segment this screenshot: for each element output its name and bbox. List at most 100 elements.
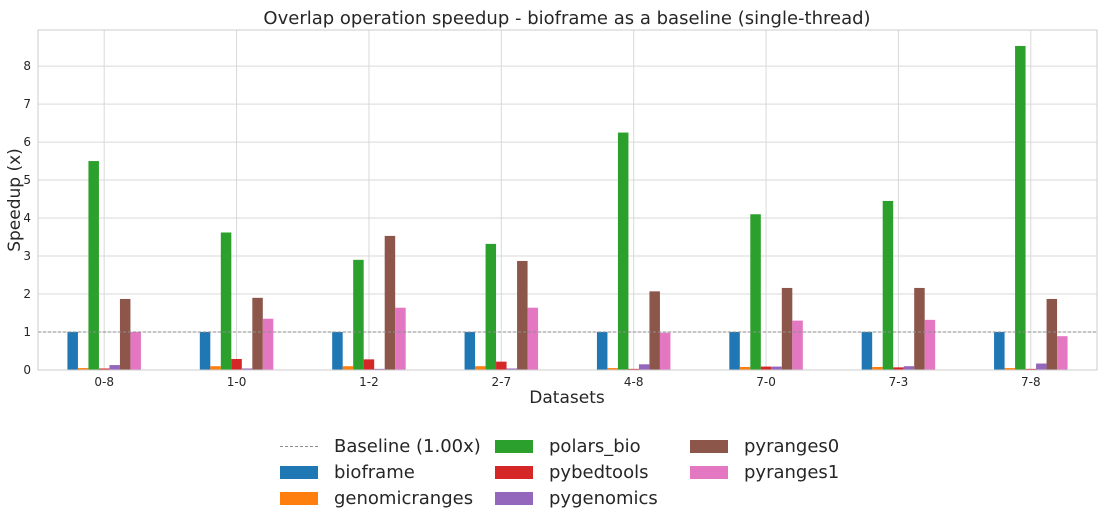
y-tick-label: 3: [23, 249, 31, 263]
bar-pygenomics-1-0: [241, 368, 253, 370]
legend-item-pygenomics: pygenomics: [495, 486, 690, 510]
legend-item-baseline: Baseline (1.00x): [280, 434, 495, 458]
legend-label-baseline: Baseline (1.00x): [334, 435, 481, 457]
x-axis-label: Datasets: [529, 388, 605, 408]
legend-label-pybedtools: pybedtools: [549, 461, 649, 483]
bar-bioframe-1-0: [199, 332, 211, 370]
bar-pyranges1-7-8: [1057, 336, 1068, 370]
bar-pyranges1-4-8: [659, 332, 671, 370]
bar-genomicranges-4-8: [607, 368, 618, 370]
legend-item-pybedtools: pybedtools: [495, 460, 690, 484]
y-tick-label: 8: [23, 59, 31, 73]
y-tick-label: 1: [23, 325, 31, 339]
bar-polars-bio-7-3: [882, 200, 894, 370]
bar-pyranges1-0-8: [130, 332, 141, 370]
bar-bioframe-7-8: [994, 332, 1005, 370]
bar-pyranges1-7-0: [792, 320, 803, 370]
legend-swatch-polars-bio: [495, 439, 533, 453]
legend-item-bioframe: bioframe: [280, 460, 495, 484]
bar-polars-bio-0-8: [88, 161, 99, 370]
legend-label-pyranges0: pyranges0: [744, 435, 840, 457]
y-tick-label: 2: [23, 287, 31, 301]
legend-item-pyranges0: pyranges0: [690, 434, 860, 458]
x-tick-label: 1-2: [359, 375, 379, 389]
legend: Baseline (1.00x) polars_bio pyranges0 bi…: [280, 434, 860, 510]
legend-swatch-pybedtools: [495, 465, 533, 479]
bar-genomicranges-7-8: [1004, 368, 1016, 370]
bar-pybedtools-7-0: [760, 366, 772, 370]
bar-genomicranges-7-0: [739, 366, 751, 370]
bar-pyranges0-7-0: [781, 287, 793, 370]
bar-polars-bio-7-8: [1015, 45, 1026, 370]
x-tick-label: 2-7: [492, 375, 512, 389]
bar-pyranges0-7-3: [914, 287, 925, 370]
y-tick-label: 5: [23, 173, 31, 187]
legend-swatch-baseline: [280, 445, 318, 447]
bar-bioframe-0-8: [67, 332, 78, 370]
legend-swatch-pygenomics: [495, 491, 533, 505]
bar-pyranges0-1-2: [384, 235, 396, 370]
plot-frame: [37, 29, 1098, 371]
bar-bioframe-7-3: [861, 332, 873, 370]
bar-polars-bio-1-0: [220, 232, 232, 370]
bar-pygenomics-4-8: [638, 364, 650, 370]
legend-swatch-pyranges1: [690, 465, 728, 479]
legend-swatch-genomicranges: [280, 491, 318, 505]
x-tick-label: 7-8: [1021, 375, 1041, 389]
legend-label-pyranges1: pyranges1: [744, 461, 840, 483]
bar-pybedtools-7-3: [893, 367, 904, 370]
bar-pyranges0-4-8: [649, 291, 660, 370]
y-tick-label: 7: [23, 97, 31, 111]
bar-pyranges1-7-3: [924, 319, 936, 370]
legend-item-pyranges1: pyranges1: [690, 460, 860, 484]
bar-polars-bio-2-7: [485, 243, 497, 370]
bar-polars-bio-4-8: [617, 132, 629, 370]
legend-item-genomicranges: genomicranges: [280, 486, 495, 510]
legend-label-pygenomics: pygenomics: [549, 487, 658, 509]
bar-pyranges0-7-8: [1046, 298, 1058, 370]
bar-pygenomics-7-3: [903, 366, 915, 370]
bar-pyranges0-2-7: [517, 260, 528, 370]
bar-pyranges1-2-7: [527, 307, 539, 370]
x-tick-label: 7-3: [889, 375, 909, 389]
bar-pybedtools-1-2: [363, 359, 375, 370]
legend-swatch-pyranges0: [690, 439, 728, 453]
bar-bioframe-4-8: [596, 332, 608, 370]
x-tick-label: 0-8: [94, 375, 114, 389]
y-tick-label: 4: [23, 211, 31, 225]
bar-genomicranges-7-3: [872, 366, 883, 370]
bar-pybedtools-7-8: [1025, 368, 1037, 370]
bar-bioframe-2-7: [464, 332, 476, 370]
y-tick-label: 6: [23, 135, 31, 149]
bar-pygenomics-0-8: [109, 365, 120, 370]
x-tick-label: 7-0: [756, 375, 776, 389]
bar-pygenomics-1-2: [374, 368, 385, 370]
bar-pybedtools-0-8: [98, 368, 110, 370]
bar-genomicranges-1-0: [210, 366, 221, 370]
bar-pybedtools-1-0: [231, 358, 242, 370]
legend-label-genomicranges: genomicranges: [334, 487, 474, 509]
legend-swatch-bioframe: [280, 465, 318, 479]
y-tick-label: 0: [23, 363, 31, 377]
bar-pyranges0-1-0: [252, 297, 263, 370]
legend-label-polars-bio: polars_bio: [549, 435, 641, 457]
bar-pybedtools-4-8: [628, 368, 639, 370]
chart-title: Overlap operation speedup - bioframe as …: [263, 8, 870, 29]
bar-bioframe-1-2: [332, 332, 343, 370]
x-tick-label: 4-8: [624, 375, 644, 389]
bar-pyranges1-1-2: [395, 307, 406, 370]
bar-pygenomics-7-8: [1036, 363, 1047, 370]
bar-polars-bio-7-0: [750, 214, 761, 370]
y-axis-label: Speedup (x): [5, 148, 25, 252]
bar-pyranges1-1-0: [262, 318, 274, 370]
bar-pyranges0-0-8: [119, 298, 131, 370]
bar-genomicranges-1-2: [342, 366, 354, 370]
bar-bioframe-7-0: [729, 332, 740, 370]
legend-label-bioframe: bioframe: [334, 461, 415, 483]
x-tick-label: 1-0: [227, 375, 247, 389]
plot-area: 0 1 2 3 4 5 6 7 8 0-8 1-0 1-2 2-7 4-8 7-0 7-3 7-8: [23, 29, 1098, 389]
bar-pygenomics-2-7: [506, 368, 518, 370]
legend-item-polars-bio: polars_bio: [495, 434, 690, 458]
bar-polars-bio-1-2: [353, 259, 364, 370]
